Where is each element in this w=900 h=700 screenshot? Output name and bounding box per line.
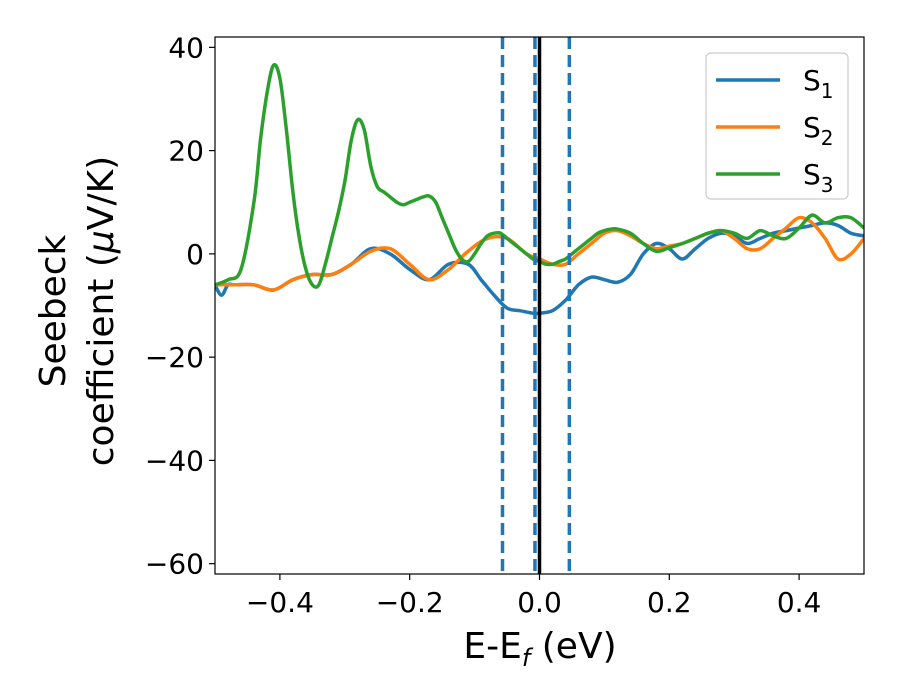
y-tick-label: 40	[168, 31, 204, 64]
legend-label-2: S2	[803, 111, 834, 150]
y-axis-label-line2: coefficient (μV/K)	[81, 156, 122, 466]
x-axis-label: E-Ef (eV)	[463, 626, 616, 672]
y-tick-label: 20	[168, 135, 204, 168]
y-tick-label: −20	[145, 341, 204, 374]
x-tick-label: 0.2	[647, 586, 692, 619]
legend-label-3: S3	[803, 158, 834, 197]
y-tick-label: −40	[145, 444, 204, 477]
y-axis-label: Seebeck coefficient (μV/K)	[33, 156, 122, 466]
x-tick-label: 0.4	[777, 586, 822, 619]
x-tick-label: −0.2	[376, 586, 444, 619]
legend-label-1: S1	[803, 64, 834, 103]
plot-area	[215, 37, 864, 574]
legend: S1 S2 S3	[705, 52, 849, 200]
y-tick-label: 0	[186, 238, 204, 271]
series-line-3	[215, 63, 864, 289]
y-tick-label: −60	[145, 548, 204, 581]
y-axis-label-line1: Seebeck	[33, 234, 74, 387]
x-tick-label: −0.4	[246, 586, 314, 619]
series-line-2	[215, 215, 864, 292]
x-tick-label: 0.0	[517, 586, 562, 619]
